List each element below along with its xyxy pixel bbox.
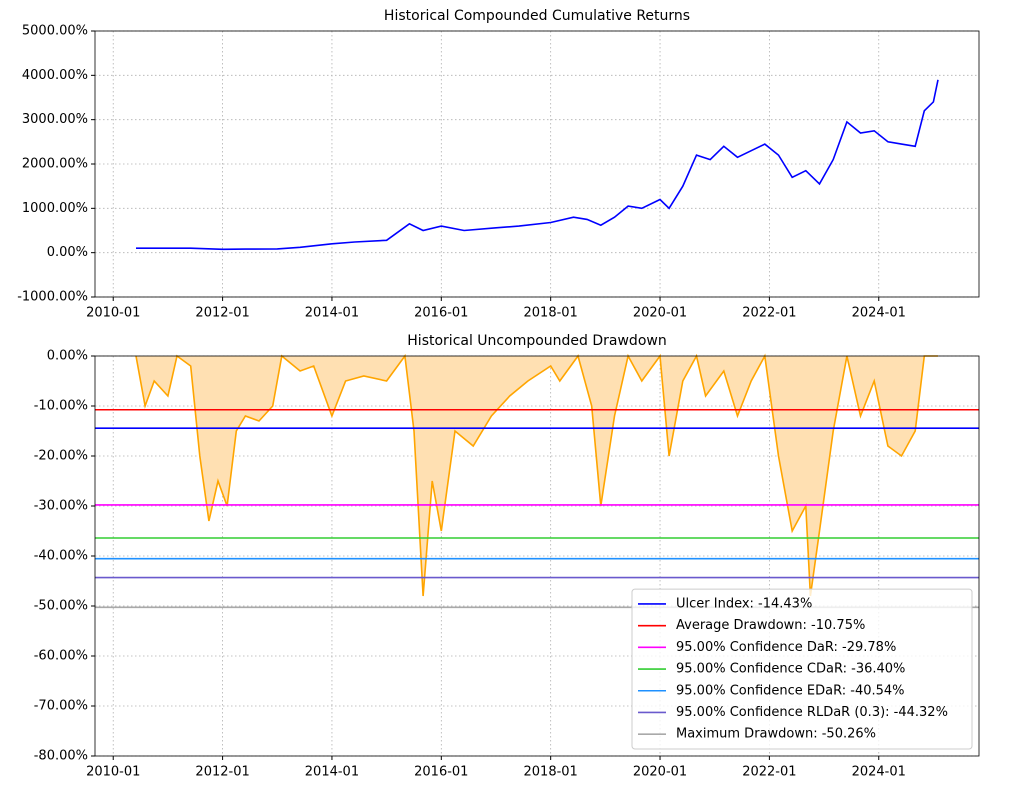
x-tick-label: 2018-01 [524, 306, 578, 321]
plot-frame [94, 355, 980, 757]
y-tick-label: 2000.00% [22, 157, 88, 172]
y-tick-label: -80.00% [34, 749, 88, 764]
x-tick-label: 2012-01 [195, 306, 249, 321]
y-tick-label: -40.00% [34, 549, 88, 564]
x-tick-label: 2020-01 [633, 765, 687, 780]
legend-label: Maximum Drawdown: -50.26% [676, 727, 876, 742]
x-tick-label: 2018-01 [524, 765, 578, 780]
x-tick-label: 2014-01 [305, 306, 359, 321]
x-tick-label: 2022-01 [742, 765, 796, 780]
legend-label: 95.00% Confidence DaR: -29.78% [676, 640, 896, 655]
y-tick-label: -10.00% [34, 399, 88, 414]
y-tick-label: 1000.00% [22, 201, 88, 216]
x-tick-label: 2012-01 [195, 765, 249, 780]
plot-frame [94, 30, 980, 298]
drawdown-area [136, 356, 938, 596]
legend-label: 95.00% Confidence EDaR: -40.54% [676, 683, 905, 698]
chart-title: Historical Uncompounded Drawdown [407, 333, 666, 349]
legend-label: Average Drawdown: -10.75% [676, 618, 865, 633]
y-tick-label: 4000.00% [22, 68, 88, 83]
y-tick-label: -1000.00% [17, 290, 88, 305]
legend-box [631, 588, 973, 750]
x-tick-label: 2024-01 [852, 306, 906, 321]
x-tick-label: 2010-01 [86, 306, 140, 321]
y-tick-label: -30.00% [34, 499, 88, 514]
x-tick-label: 2016-01 [414, 765, 468, 780]
x-tick-label: 2010-01 [86, 765, 140, 780]
legend-label: 95.00% Confidence RLDaR (0.3): -44.32% [676, 705, 948, 720]
y-tick-label: 0.00% [47, 349, 88, 364]
y-tick-label: -50.00% [34, 599, 88, 614]
x-tick-label: 2024-01 [852, 765, 906, 780]
x-tick-label: 2014-01 [305, 765, 359, 780]
y-tick-label: 5000.00% [22, 24, 88, 39]
legend-label: Ulcer Index: -14.43% [676, 596, 812, 611]
x-tick-label: 2022-01 [742, 306, 796, 321]
x-tick-label: 2016-01 [414, 306, 468, 321]
y-tick-label: 3000.00% [22, 112, 88, 127]
y-tick-label: -20.00% [34, 449, 88, 464]
y-tick-label: -70.00% [34, 699, 88, 714]
y-tick-label: -60.00% [34, 649, 88, 664]
legend-label: 95.00% Confidence CDaR: -36.40% [676, 662, 905, 677]
y-tick-label: 0.00% [47, 245, 88, 260]
series-line [136, 79, 939, 251]
x-tick-label: 2020-01 [633, 306, 687, 321]
chart-title: Historical Compounded Cumulative Returns [384, 8, 690, 24]
